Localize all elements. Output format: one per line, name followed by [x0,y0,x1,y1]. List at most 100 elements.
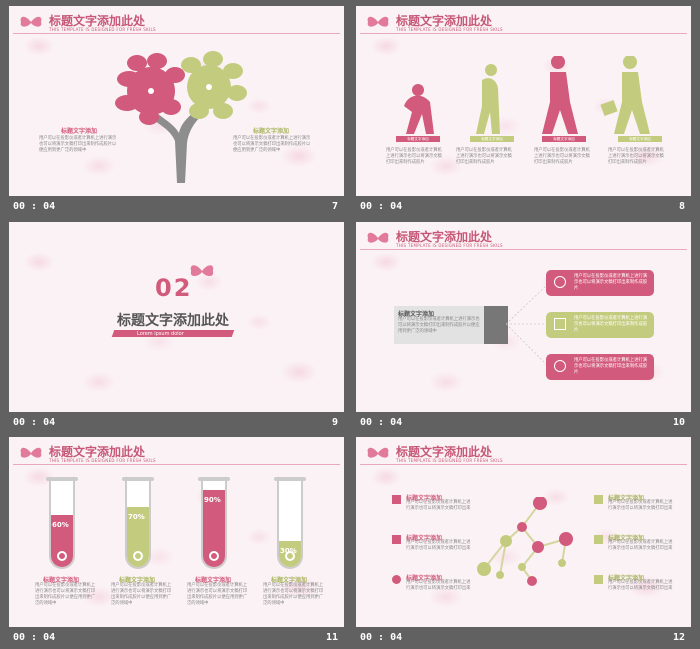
info-box: 标题文字添加 用户可以在投影仪或者计算机上进行演示也可以将演示文稿打印出来制作成… [394,306,484,344]
tube-title-1: 标题文字添加 [43,577,80,584]
left-title: 标题文字添加 [61,128,98,135]
test-tube-3: 90% [198,477,230,569]
evolution-figures [404,56,650,134]
label-3: 标题文字添加 [542,136,586,142]
plane-icon [594,495,603,504]
butterfly-icon [367,447,389,458]
tube-percent: 90% [204,496,221,504]
text-4: 用户可以在投影仪或者计算机上进行演示也可以将演示文稿打印出来制作成胶片 [608,148,664,165]
gear-icon [133,551,143,561]
tube-text-4: 用户可以在投影仪或者计算机上进行演示也可以将演示文稿打印出来制作成胶片以便应用到… [263,583,324,606]
doc-icon [392,495,401,504]
headphones-icon [392,575,401,584]
left-title-1: 标题文字添加 [406,495,443,502]
slide-subtitle: THIS TEMPLATE IS DESIGNED FOR FRESH SKIL… [396,27,503,32]
slide-header: 标题文字添加此处 THIS TEMPLATE IS DESIGNED FOR F… [356,222,691,252]
card-3: 用户可以在投影仪或者计算机上进行演示也可以将演示文稿打印出来制作成胶片 [546,354,654,380]
slide-title: 标题文字添加此处 [49,445,146,459]
slide-12-canvas: 标题文字添加此处 THIS TEMPLATE IS DESIGNED FOR F… [356,437,691,627]
megaphone-icon [594,575,603,584]
slide-number: 8 [678,201,685,212]
label-2: 标题文字添加 [470,136,514,142]
globe-icon [554,360,566,372]
tube-title-2: 标题文字添加 [119,577,156,584]
molecule-diagram [477,497,573,586]
tube-text-3: 用户可以在投影仪或者计算机上进行演示也可以将演示文稿打印出来制作成胶片以便应用到… [187,583,248,606]
slide-11-thumbnail[interactable]: 标题文字添加此处 THIS TEMPLATE IS DESIGNED FOR F… [9,437,344,649]
slide-number: 12 [672,632,685,643]
slide-footer: 00 : 04 11 [9,627,344,649]
tube-fill [203,490,225,567]
label-4: 标题文字添加 [618,136,662,142]
slide-number: 9 [331,417,338,428]
butterfly-icon [367,16,389,27]
gear-icon [57,551,67,561]
slide-header: 标题文字添加此处 THIS TEMPLATE IS DESIGNED FOR F… [356,437,691,467]
tube-fill [51,515,73,567]
slide-number: 7 [331,201,338,212]
slide-time: 00 : 04 [360,632,403,643]
right-text-3: 用户可以在投影仪或者计算机上进行演示也可以将演示文稿打印出来 [608,580,673,591]
slide-footer: 00 : 04 9 [9,412,344,434]
slide-11-canvas: 标题文字添加此处 THIS TEMPLATE IS DESIGNED FOR F… [9,437,344,627]
slide-footer: 00 : 04 12 [356,627,691,649]
info-box-title: 标题文字添加 [398,311,435,318]
image-icon [554,318,566,330]
home-icon [392,535,401,544]
slide-7-thumbnail[interactable]: 标题文字添加此处 THIS TEMPLATE IS DESIGNED FOR F… [9,6,344,218]
slide-footer: 00 : 04 8 [356,196,691,218]
left-text-2: 用户可以在投影仪或者计算机上进行演示也可以将演示文稿打印出来 [406,540,471,551]
right-title-3: 标题文字添加 [608,575,645,582]
test-tube-1: 60% [46,477,78,569]
text-3: 用户可以在投影仪或者计算机上进行演示也可以将演示文稿打印出来制作成胶片 [534,148,590,165]
slide-time: 00 : 04 [360,201,403,212]
butterfly-icon [20,16,42,27]
slide-7-canvas: 标题文字添加此处 THIS TEMPLATE IS DESIGNED FOR F… [9,6,344,196]
test-tube-4: 30% [274,477,306,569]
card-3-text: 用户可以在投影仪或者计算机上进行演示也可以将演示文稿打印出来制作成胶片 [574,358,648,375]
slide-12-thumbnail[interactable]: 标题文字添加此处 THIS TEMPLATE IS DESIGNED FOR F… [356,437,691,649]
slide-10-thumbnail[interactable]: 标题文字添加此处 THIS TEMPLATE IS DESIGNED FOR F… [356,222,691,434]
right-title-1: 标题文字添加 [608,495,645,502]
slide-title: 标题文字添加此处 [49,14,146,28]
butterfly-icon [20,447,42,458]
slide-time: 00 : 04 [13,417,56,428]
slide-time: 00 : 04 [13,201,56,212]
tube-percent: 70% [128,513,145,521]
label-1: 标题文字添加 [396,136,440,142]
slide-9-canvas: 02 标题文字添加此处 Lorem ipsum dolor [9,222,344,412]
left-title-2: 标题文字添加 [406,535,443,542]
slide-8-canvas: 标题文字添加此处 THIS TEMPLATE IS DESIGNED FOR F… [356,6,691,196]
slide-footer: 00 : 04 10 [356,412,691,434]
slide-subtitle: THIS TEMPLATE IS DESIGNED FOR FRESH SKIL… [396,243,503,248]
slide-title: 标题文字添加此处 [396,445,493,459]
car-icon [554,276,566,288]
gear-icon [285,551,295,561]
card-2-text: 用户可以在投影仪或者计算机上进行演示也可以将演示文稿打印出来制作成胶片 [574,316,648,333]
text-2: 用户可以在投影仪或者计算机上进行演示也可以将演示文稿打印出来制作成胶片 [456,148,512,165]
slide-header: 标题文字添加此处 THIS TEMPLATE IS DESIGNED FOR F… [9,6,344,36]
tube-title-3: 标题文字添加 [195,577,232,584]
slide-time: 00 : 04 [13,632,56,643]
test-tube-2: 70% [122,477,154,569]
tube-percent: 60% [52,521,69,529]
right-title: 标题文字添加 [253,128,290,135]
text-1: 用户可以在投影仪或者计算机上进行演示也可以将演示文稿打印出来制作成胶片 [386,148,442,165]
left-text: 用户可以在投影仪或者计算机上进行演示也可以将演示文稿打印出来制作成胶片以便应用到… [39,136,117,153]
slide-10-canvas: 标题文字添加此处 THIS TEMPLATE IS DESIGNED FOR F… [356,222,691,412]
tube-text-2: 用户可以在投影仪或者计算机上进行演示也可以将演示文稿打印出来制作成胶片以便应用到… [111,583,172,606]
card-1-text: 用户可以在投影仪或者计算机上进行演示也可以将演示文稿打印出来制作成胶片 [574,274,648,291]
slide-title: 标题文字添加此处 [396,14,493,28]
slide-title: 标题文字添加此处 [396,230,493,244]
slide-8-thumbnail[interactable]: 标题文字添加此处 THIS TEMPLATE IS DESIGNED FOR F… [356,6,691,218]
card-1: 用户可以在投影仪或者计算机上进行演示也可以将演示文稿打印出来制作成胶片 [546,270,654,296]
tube-text-1: 用户可以在投影仪或者计算机上进行演示也可以将演示文稿打印出来制作成胶片以便应用到… [35,583,96,606]
butterfly-icon [190,265,214,277]
slide-subtitle: THIS TEMPLATE IS DESIGNED FOR FRESH SKIL… [396,458,503,463]
left-text-1: 用户可以在投影仪或者计算机上进行演示也可以将演示文稿打印出来 [406,500,471,511]
butterfly-icon [367,232,389,243]
slide-number: 10 [672,417,685,428]
slide-9-thumbnail[interactable]: 02 标题文字添加此处 Lorem ipsum dolor 00 : 04 9 [9,222,344,434]
section-number: 02 [155,274,193,302]
right-text-2: 用户可以在投影仪或者计算机上进行演示也可以将演示文稿打印出来 [608,540,673,551]
